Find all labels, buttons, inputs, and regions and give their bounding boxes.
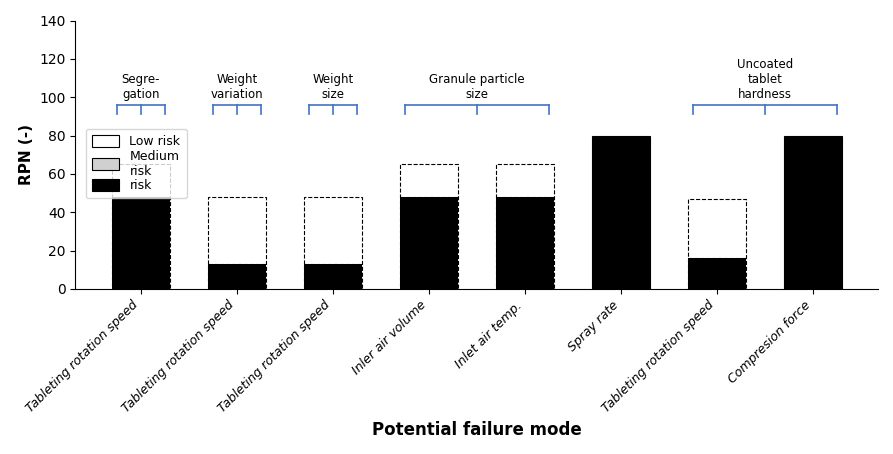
Bar <box>112 197 170 289</box>
Bar <box>688 258 746 289</box>
Bar <box>304 264 362 289</box>
Bar <box>208 197 265 289</box>
Bar <box>112 164 170 289</box>
Bar <box>496 164 554 289</box>
X-axis label: Potential failure mode: Potential failure mode <box>371 421 581 439</box>
Text: Weight
size: Weight size <box>313 73 354 101</box>
Text: Granule particle
size: Granule particle size <box>429 73 524 101</box>
Bar <box>592 136 649 289</box>
Text: Uncoated
tablet
hardness: Uncoated tablet hardness <box>737 58 793 101</box>
Bar <box>208 264 265 289</box>
Bar <box>496 197 554 289</box>
Bar <box>400 197 457 289</box>
Y-axis label: RPN (-): RPN (-) <box>19 124 34 185</box>
Text: Segre-
gation: Segre- gation <box>121 73 160 101</box>
Bar <box>784 136 841 289</box>
Bar <box>400 164 457 289</box>
Bar <box>304 197 362 289</box>
Bar <box>688 199 746 289</box>
Text: Weight
variation: Weight variation <box>211 73 263 101</box>
Legend: Low risk, Medium
risk, risk: Low risk, Medium risk, risk <box>86 129 187 198</box>
